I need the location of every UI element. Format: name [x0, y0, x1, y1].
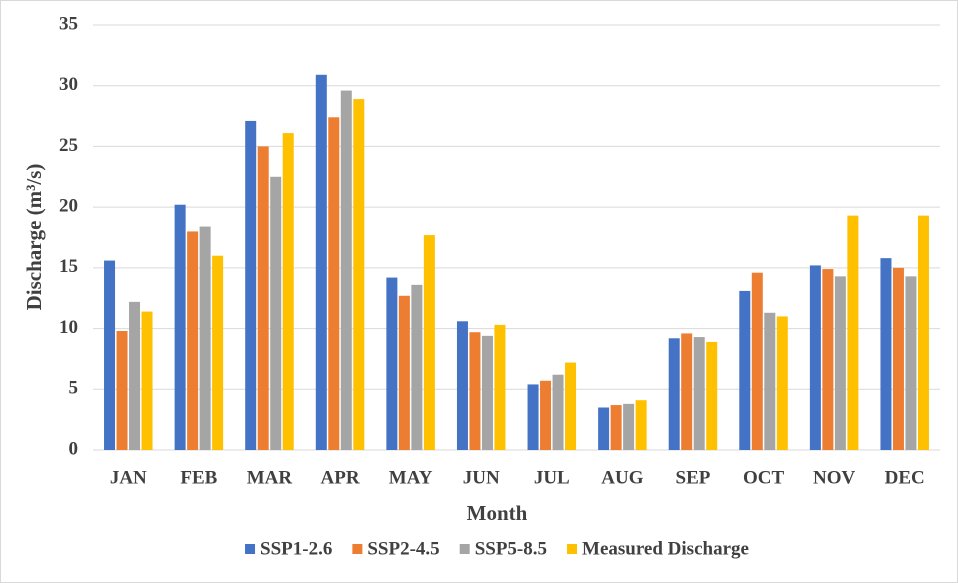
legend-swatch — [459, 544, 470, 554]
bar — [174, 204, 186, 450]
bar — [623, 403, 635, 450]
bar — [739, 290, 751, 450]
x-tick-label: MAR — [247, 467, 293, 488]
y-tick-label: 25 — [59, 135, 78, 156]
y-tick-label: 35 — [59, 13, 78, 34]
x-tick-label: JUL — [534, 467, 570, 488]
bar — [776, 316, 788, 450]
x-axis-label: Month — [467, 501, 528, 525]
bar — [764, 312, 776, 450]
bar — [411, 284, 423, 450]
x-tick-label: OCT — [743, 467, 785, 488]
bar — [104, 260, 116, 450]
bar — [270, 176, 282, 451]
bar — [552, 374, 564, 450]
y-tick-label: 15 — [59, 256, 78, 277]
legend-label: SSP2-4.5 — [367, 538, 439, 559]
bar — [681, 333, 693, 450]
bar — [917, 215, 929, 450]
bar — [598, 407, 610, 450]
bar — [481, 335, 493, 450]
bar — [328, 117, 340, 451]
bar — [257, 146, 269, 450]
bar — [809, 265, 821, 450]
legend-swatch — [352, 544, 363, 554]
bar — [282, 133, 294, 451]
bar — [423, 235, 435, 450]
bar — [494, 324, 506, 450]
bar — [386, 277, 398, 450]
legend-label: Measured Discharge — [582, 538, 749, 559]
bar — [398, 295, 410, 450]
x-tick-label: FEB — [180, 467, 217, 488]
bar — [116, 331, 128, 450]
bar — [199, 226, 211, 450]
y-tick-label: 10 — [59, 317, 78, 338]
bar — [847, 215, 859, 450]
bar — [905, 276, 917, 450]
y-axis-label: Discharge (m³/s) — [22, 164, 46, 311]
bar — [129, 301, 141, 450]
x-tick-label: APR — [321, 467, 360, 488]
bar — [610, 405, 622, 450]
x-tick-label: SEP — [676, 467, 711, 488]
bar — [693, 337, 705, 450]
bar — [456, 321, 468, 450]
bar — [822, 269, 834, 450]
bar — [540, 380, 552, 450]
legend-swatch — [567, 544, 578, 554]
bar — [668, 338, 680, 450]
bar — [340, 90, 352, 451]
bar — [565, 362, 577, 450]
bar — [834, 276, 846, 450]
bar — [141, 311, 153, 450]
x-tick-label: JUN — [463, 467, 500, 488]
bar — [880, 258, 892, 450]
bar — [892, 267, 904, 450]
bar — [353, 99, 365, 451]
legend-label: SSP5-8.5 — [475, 538, 547, 559]
bar — [245, 120, 257, 450]
x-tick-label: AUG — [601, 467, 643, 488]
y-tick-label: 5 — [69, 378, 79, 399]
x-tick-label: NOV — [813, 467, 856, 488]
bar — [187, 231, 199, 450]
x-tick-label: JAN — [110, 467, 147, 488]
bar — [527, 384, 539, 450]
y-tick-label: 30 — [59, 74, 78, 95]
bar — [315, 74, 327, 451]
legend-swatch — [245, 544, 256, 554]
bar — [706, 341, 718, 450]
x-tick-label: MAY — [389, 467, 433, 488]
legend-label: SSP1-2.6 — [260, 538, 332, 559]
bar — [751, 272, 763, 450]
bar — [469, 332, 481, 450]
bar — [635, 400, 647, 450]
bar — [212, 255, 224, 450]
y-tick-label: 20 — [59, 196, 78, 217]
x-tick-label: DEC — [885, 467, 925, 488]
y-tick-label: 0 — [69, 438, 79, 459]
